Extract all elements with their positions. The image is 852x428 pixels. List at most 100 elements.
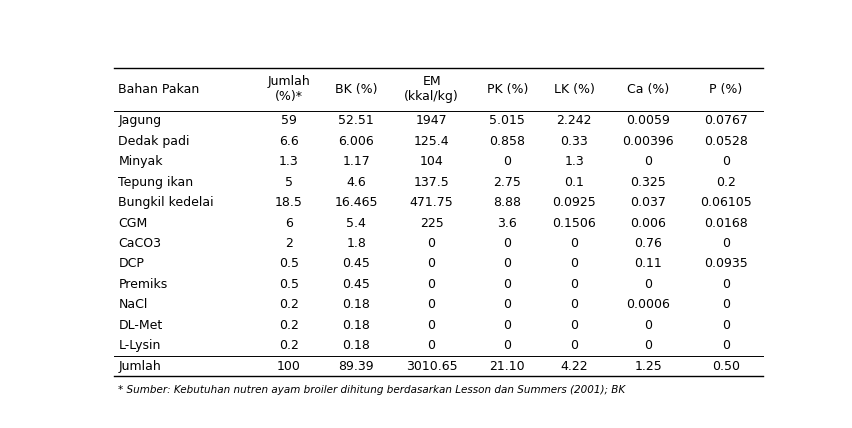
Text: 0: 0 [570, 278, 579, 291]
Text: 0.33: 0.33 [561, 135, 588, 148]
Text: 0.0925: 0.0925 [552, 196, 596, 209]
Text: 0: 0 [504, 155, 511, 168]
Text: 0: 0 [644, 319, 652, 332]
Text: 1947: 1947 [416, 114, 447, 128]
Text: 0: 0 [504, 319, 511, 332]
Text: 0: 0 [644, 278, 652, 291]
Text: 16.465: 16.465 [335, 196, 378, 209]
Text: 0.18: 0.18 [343, 298, 371, 311]
Text: DL-Met: DL-Met [118, 319, 163, 332]
Text: 59: 59 [281, 114, 296, 128]
Text: Tepung ikan: Tepung ikan [118, 176, 193, 189]
Text: 0.0006: 0.0006 [626, 298, 670, 311]
Text: 0: 0 [504, 298, 511, 311]
Text: 0: 0 [428, 319, 435, 332]
Text: 6.006: 6.006 [338, 135, 374, 148]
Text: 0: 0 [722, 278, 730, 291]
Text: 52.51: 52.51 [338, 114, 374, 128]
Text: 2.242: 2.242 [556, 114, 592, 128]
Text: 2.75: 2.75 [493, 176, 521, 189]
Text: 0.1506: 0.1506 [552, 217, 596, 229]
Text: 3.6: 3.6 [498, 217, 517, 229]
Text: 1.25: 1.25 [634, 360, 662, 373]
Text: 1.8: 1.8 [347, 237, 366, 250]
Text: 89.39: 89.39 [338, 360, 374, 373]
Text: 0: 0 [570, 237, 579, 250]
Text: 0: 0 [722, 339, 730, 352]
Text: LK (%): LK (%) [554, 83, 595, 96]
Text: 5.015: 5.015 [489, 114, 525, 128]
Text: 0: 0 [722, 319, 730, 332]
Text: 0: 0 [504, 339, 511, 352]
Text: 0: 0 [644, 339, 652, 352]
Text: 0.0168: 0.0168 [704, 217, 748, 229]
Text: 18.5: 18.5 [275, 196, 302, 209]
Text: 5: 5 [285, 176, 293, 189]
Text: NaCl: NaCl [118, 298, 147, 311]
Text: 0.76: 0.76 [634, 237, 662, 250]
Text: 125.4: 125.4 [414, 135, 449, 148]
Text: 0: 0 [722, 155, 730, 168]
Text: Jagung: Jagung [118, 114, 162, 128]
Text: Ca (%): Ca (%) [627, 83, 669, 96]
Text: 225: 225 [420, 217, 443, 229]
Text: 4.6: 4.6 [347, 176, 366, 189]
Text: 0.037: 0.037 [630, 196, 666, 209]
Text: 0: 0 [428, 257, 435, 270]
Text: 0.2: 0.2 [279, 339, 299, 352]
Text: 0.5: 0.5 [279, 257, 299, 270]
Text: CaCO3: CaCO3 [118, 237, 161, 250]
Text: 104: 104 [420, 155, 443, 168]
Text: * Sumber: Kebutuhan nutren ayam broiler dihitung berdasarkan Lesson dan Summers : * Sumber: Kebutuhan nutren ayam broiler … [118, 384, 625, 395]
Text: 1.3: 1.3 [279, 155, 299, 168]
Text: 0: 0 [504, 257, 511, 270]
Text: 8.88: 8.88 [493, 196, 521, 209]
Text: 4.22: 4.22 [561, 360, 588, 373]
Text: 0: 0 [428, 278, 435, 291]
Text: 0: 0 [504, 278, 511, 291]
Text: 2: 2 [285, 237, 293, 250]
Text: 0: 0 [644, 155, 652, 168]
Text: BK (%): BK (%) [335, 83, 377, 96]
Text: 0.0059: 0.0059 [626, 114, 670, 128]
Text: PK (%): PK (%) [486, 83, 528, 96]
Text: 0.2: 0.2 [716, 176, 736, 189]
Text: 0.006: 0.006 [630, 217, 666, 229]
Text: EM
(kkal/kg): EM (kkal/kg) [404, 75, 459, 103]
Text: 0.2: 0.2 [279, 319, 299, 332]
Text: 0.11: 0.11 [634, 257, 662, 270]
Text: 6.6: 6.6 [279, 135, 299, 148]
Text: Premiks: Premiks [118, 278, 168, 291]
Text: Bungkil kedelai: Bungkil kedelai [118, 196, 214, 209]
Text: L-Lysin: L-Lysin [118, 339, 161, 352]
Text: 0.0528: 0.0528 [704, 135, 748, 148]
Text: 137.5: 137.5 [414, 176, 450, 189]
Text: 0.2: 0.2 [279, 298, 299, 311]
Text: Jumlah
(%)*: Jumlah (%)* [268, 75, 310, 103]
Text: 0: 0 [428, 298, 435, 311]
Text: 0: 0 [504, 237, 511, 250]
Text: 0.5: 0.5 [279, 278, 299, 291]
Text: 0: 0 [428, 339, 435, 352]
Text: 1.3: 1.3 [564, 155, 584, 168]
Text: 5.4: 5.4 [347, 217, 366, 229]
Text: 0.325: 0.325 [630, 176, 666, 189]
Text: 0.06105: 0.06105 [700, 196, 751, 209]
Text: Dedak padi: Dedak padi [118, 135, 190, 148]
Text: 1.17: 1.17 [343, 155, 371, 168]
Text: 0.45: 0.45 [343, 257, 371, 270]
Text: 0.45: 0.45 [343, 278, 371, 291]
Text: Bahan Pakan: Bahan Pakan [118, 83, 199, 96]
Text: 6: 6 [285, 217, 293, 229]
Text: 0.00396: 0.00396 [622, 135, 674, 148]
Text: 0.18: 0.18 [343, 339, 371, 352]
Text: 0.50: 0.50 [712, 360, 740, 373]
Text: DCP: DCP [118, 257, 144, 270]
Text: 0: 0 [570, 298, 579, 311]
Text: P (%): P (%) [709, 83, 742, 96]
Text: 0.1: 0.1 [564, 176, 584, 189]
Text: 0: 0 [428, 237, 435, 250]
Text: 0.0767: 0.0767 [704, 114, 748, 128]
Text: CGM: CGM [118, 217, 147, 229]
Text: Minyak: Minyak [118, 155, 163, 168]
